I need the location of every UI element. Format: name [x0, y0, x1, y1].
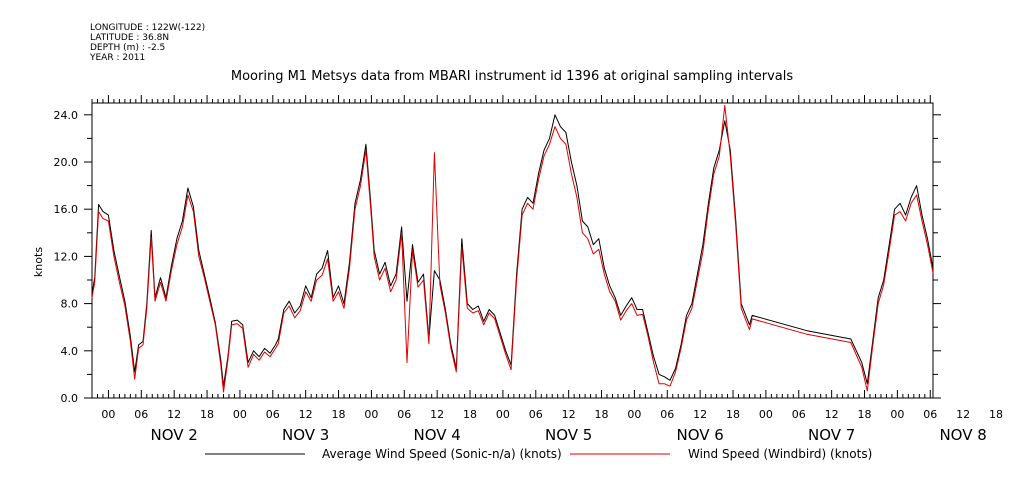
x-tick-label: 18	[200, 408, 214, 421]
x-tick-label: 06	[792, 408, 806, 421]
axis-ticks	[84, 95, 941, 399]
x-tick-label: 06	[923, 408, 937, 421]
day-labels: NOV 2 NOV 3 NOV 4 NOV 5 NOV 6 NOV 7 NOV 8	[151, 426, 987, 444]
x-tick-label: 06	[266, 408, 280, 421]
day-label: NOV 4	[413, 426, 460, 444]
y-tick-label: 20.0	[54, 156, 79, 169]
x-tick-label: 18	[595, 408, 609, 421]
day-label: NOV 7	[808, 426, 855, 444]
x-tick-label: 00	[759, 408, 773, 421]
x-tick-label: 18	[463, 408, 477, 421]
day-label: NOV 5	[545, 426, 592, 444]
x-tick-label: 18	[858, 408, 872, 421]
y-tick-label: 12.0	[54, 250, 79, 263]
x-tick-label: 00	[627, 408, 641, 421]
series-lines	[91, 104, 934, 393]
y-axis-label: knots	[32, 247, 45, 277]
x-tick-label: 00	[496, 408, 510, 421]
plot-frame	[91, 102, 934, 399]
x-tick-label: 00	[101, 408, 115, 421]
x-tick-label: 18	[989, 408, 1003, 421]
day-label: NOV 8	[939, 426, 986, 444]
x-tick-label: 12	[956, 408, 970, 421]
chart-title: Mooring M1 Metsys data from MBARI instru…	[231, 69, 793, 84]
day-label: NOV 2	[151, 426, 198, 444]
x-tick-label: 06	[529, 408, 543, 421]
y-tick-label: 8.0	[61, 298, 79, 311]
x-tick-label: 18	[332, 408, 346, 421]
x-tick-label: 00	[364, 408, 378, 421]
y-tick-labels: 0.0 4.0 8.0 12.0 16.0 20.0 24.0	[54, 109, 79, 405]
legend-label-average: Average Wind Speed (Sonic-n/a) (knots)	[322, 447, 562, 461]
series-line-1	[91, 104, 934, 393]
day-label: NOV 3	[282, 426, 329, 444]
x-tick-label: 00	[890, 408, 904, 421]
x-tick-label: 18	[726, 408, 740, 421]
year-label: YEAR : 2011	[89, 53, 145, 63]
y-tick-label: 0.0	[61, 392, 79, 405]
x-tick-labels: 00 06 12 18 00 06 12 18 00 06 12 18 00 06 12 18 00 06 12 18…	[101, 408, 1003, 421]
x-tick-label: 12	[167, 408, 181, 421]
x-tick-label: 06	[397, 408, 411, 421]
x-tick-label: 00	[233, 408, 247, 421]
x-tick-label: 12	[693, 408, 707, 421]
x-tick-label: 06	[660, 408, 674, 421]
x-tick-label: 12	[430, 408, 444, 421]
y-tick-label: 24.0	[54, 109, 79, 122]
y-tick-label: 16.0	[54, 203, 79, 216]
legend-label-windbird: Wind Speed (Windbird) (knots)	[688, 447, 872, 461]
longitude-label: LONGITUDE : 122W(-122)	[90, 23, 205, 33]
x-tick-label: 06	[134, 408, 148, 421]
day-label: NOV 6	[676, 426, 723, 444]
x-tick-label: 12	[825, 408, 839, 421]
depth-label: DEPTH (m) : -2.5	[90, 43, 165, 53]
latitude-label: LATITUDE : 36.8N	[90, 33, 169, 43]
x-tick-label: 12	[299, 408, 313, 421]
x-tick-label: 12	[562, 408, 576, 421]
y-tick-label: 4.0	[61, 345, 79, 358]
